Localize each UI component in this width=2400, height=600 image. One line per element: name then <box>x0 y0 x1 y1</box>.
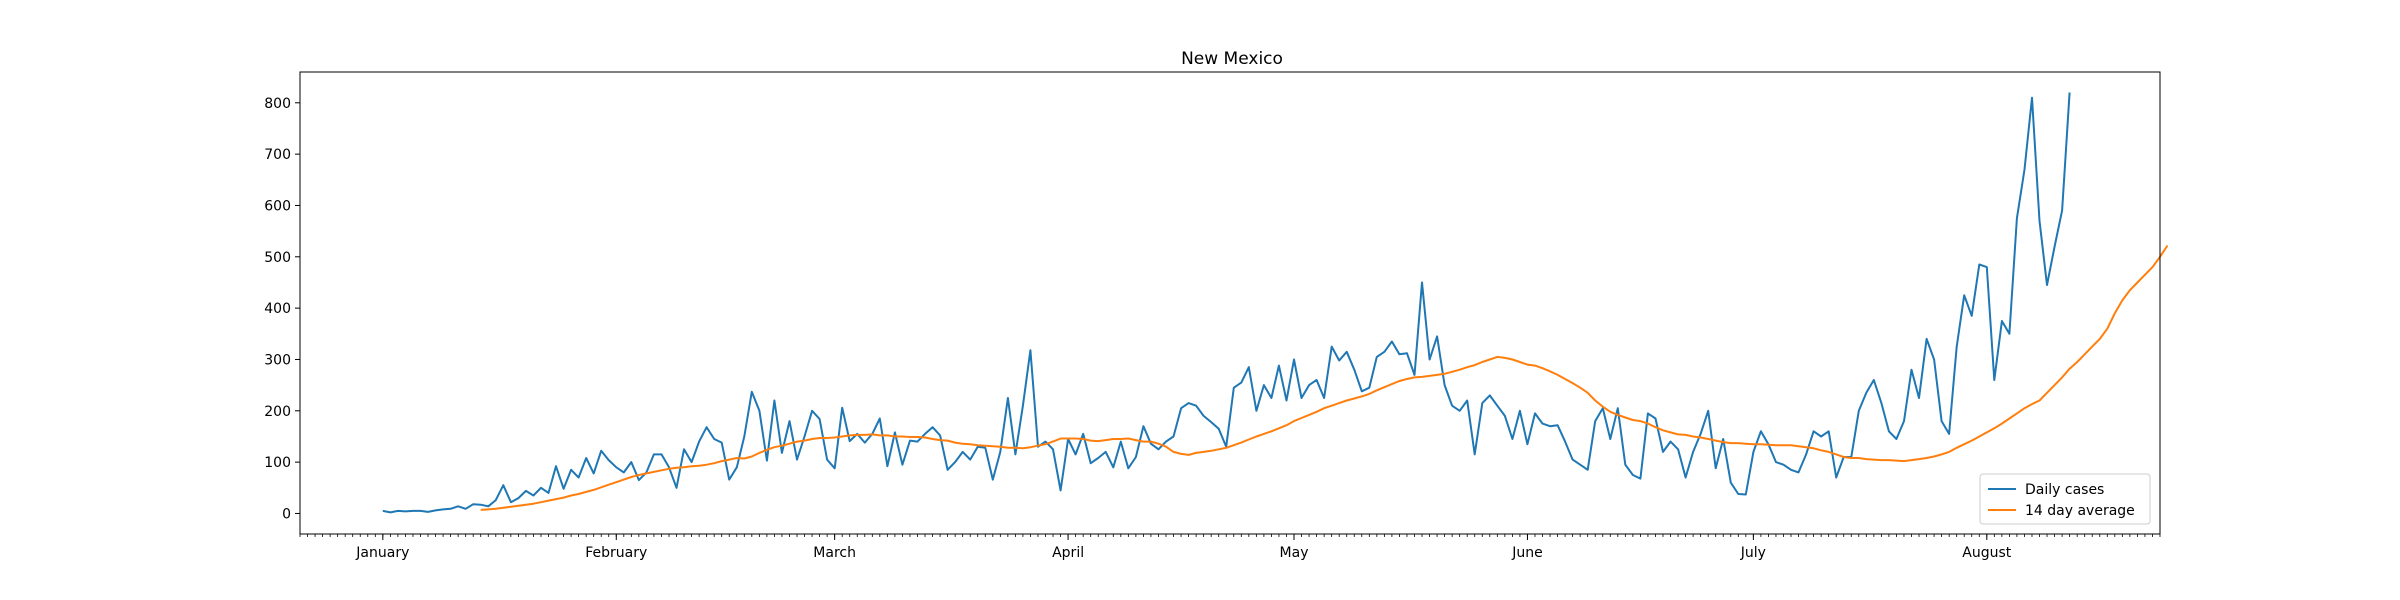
x-tick-label: January <box>355 545 409 561</box>
y-tick-label: 500 <box>264 250 291 266</box>
x-tick-label: February <box>585 545 647 561</box>
y-tick-label: 400 <box>264 301 291 317</box>
daily-cases-line <box>382 92 2071 514</box>
y-tick-label: 700 <box>264 147 291 163</box>
x-tick-label: July <box>1740 545 1766 561</box>
y-tick-label: 200 <box>264 404 291 420</box>
legend-label: 14 day average <box>2025 503 2135 519</box>
plot-frame <box>299 71 2161 535</box>
x-tick-label: April <box>1052 545 1084 561</box>
chart-title: New Mexico <box>1181 49 1283 69</box>
y-tick-label: 0 <box>282 506 291 522</box>
y-tick-label: 600 <box>264 198 291 214</box>
x-tick-label: May <box>1280 545 1309 561</box>
x-tick-label: June <box>1511 545 1543 561</box>
average-line <box>480 244 2169 511</box>
x-tick-label: August <box>1962 545 2012 561</box>
legend: Daily cases 14 day average <box>1979 473 2151 525</box>
plot-lines <box>382 92 2169 514</box>
legend-label: Daily cases <box>2025 482 2104 498</box>
y-tick-label: 300 <box>264 352 291 368</box>
legend-box <box>1979 473 2151 525</box>
y-tick-label: 800 <box>264 96 291 112</box>
y-tick-label: 100 <box>264 455 291 471</box>
x-tick-label: March <box>813 545 856 561</box>
